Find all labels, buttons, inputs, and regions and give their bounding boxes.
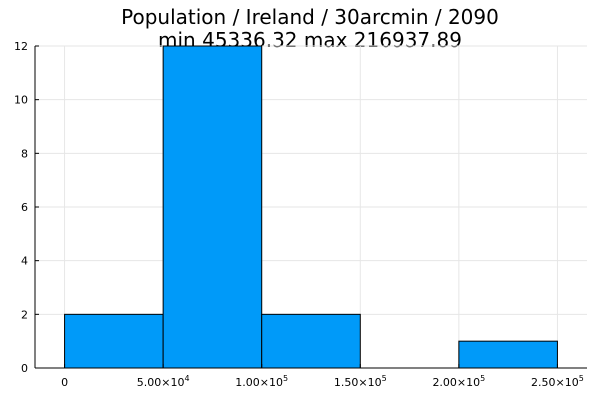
x-tick-label: 2.00×105: [432, 374, 485, 389]
x-tick-label: 2.50×105: [531, 374, 584, 389]
tick-labels: 0 2 4 6 8 10 12 0 5.00×104 1.00×105 1.50×105 2.00×1…: [14, 40, 584, 389]
y-tick-label: 6: [21, 201, 28, 214]
histogram-bar-2: [261, 313, 361, 369]
y-tick-label: 12: [14, 40, 28, 53]
y-tick-label: 4: [21, 255, 28, 268]
bars: [64, 45, 558, 369]
x-tick-label: 1.50×105: [334, 374, 387, 389]
chart-title: Population / Ireland / 30arcmin / 2090: [121, 5, 499, 29]
y-tick-label: 0: [21, 362, 28, 375]
y-tick-label: 10: [14, 94, 28, 107]
y-tick-label: 2: [21, 308, 28, 321]
histogram-bar-1: [162, 45, 263, 369]
x-tick-label: 5.00×104: [137, 374, 190, 389]
x-tick-label: 0: [61, 376, 68, 389]
histogram-bar-0: [64, 313, 164, 369]
x-tick-label: 1.00×105: [235, 374, 288, 389]
y-tick-label: 8: [21, 147, 28, 160]
histogram-bar-4: [458, 340, 558, 369]
